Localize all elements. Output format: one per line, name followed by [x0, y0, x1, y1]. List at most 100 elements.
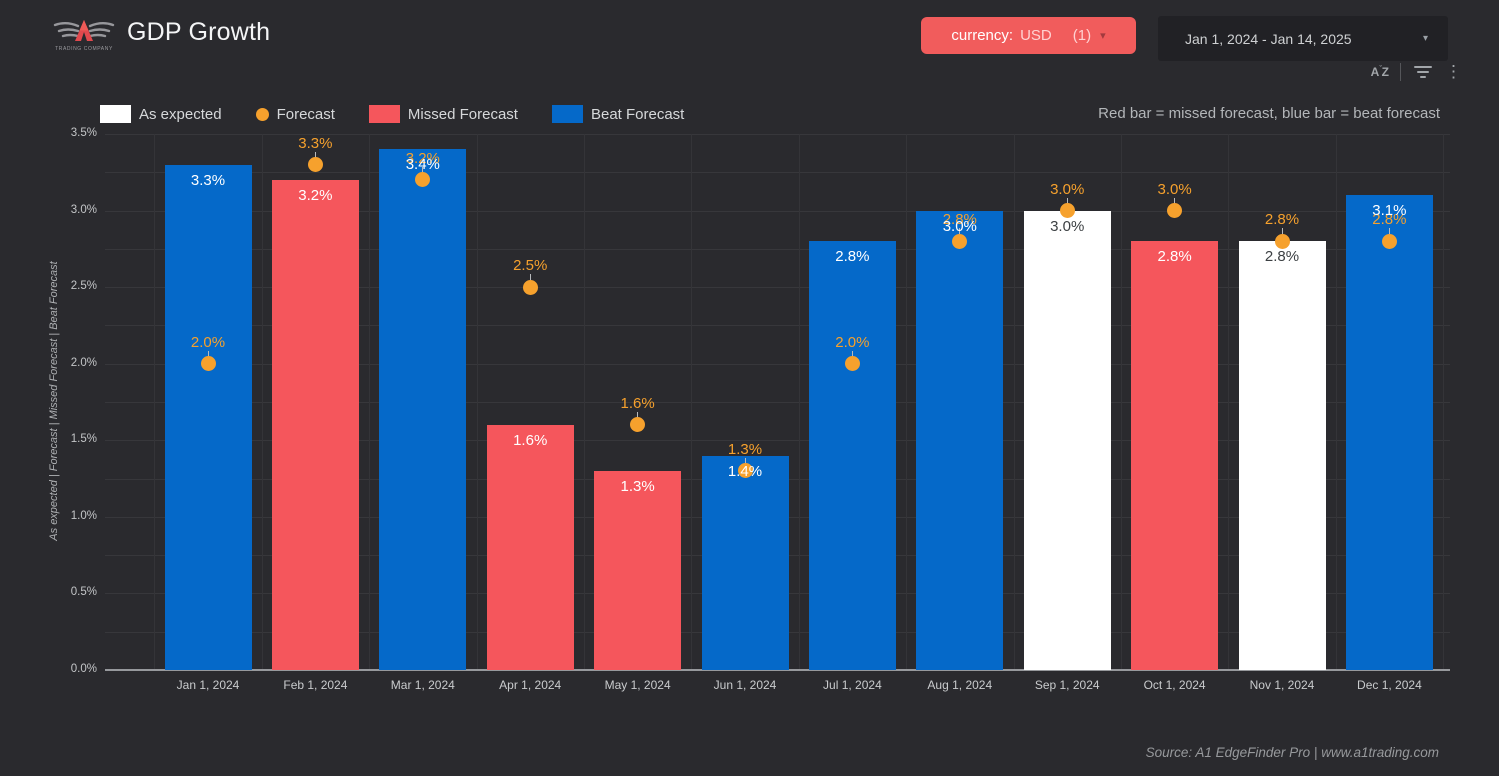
- gridline-vertical: [691, 134, 693, 670]
- gridline-horizontal: [105, 134, 1450, 135]
- currency-button-value: USD: [1020, 27, 1052, 44]
- bar-value-label: 1.4%: [727, 462, 763, 480]
- currency-button-count: (1): [1072, 27, 1092, 44]
- bar-value-label: 2.8%: [1157, 248, 1192, 266]
- forecast-dot-may-1-2024[interactable]: [630, 417, 646, 433]
- bar-aug-1-2024[interactable]: [916, 210, 1004, 670]
- bar-nov-1-2024[interactable]: [1238, 241, 1326, 670]
- bar-dec-1-2024[interactable]: [1345, 195, 1433, 670]
- forecast-value-label: 2.8%: [1372, 211, 1407, 229]
- gridline-vertical: [798, 134, 800, 670]
- bar-sep-1-2024[interactable]: [1023, 210, 1111, 670]
- bar-may-1-2024[interactable]: [594, 470, 682, 670]
- forecast-dot-nov-1-2024[interactable]: [1274, 233, 1290, 249]
- bar-value-label: 3.0%: [1050, 217, 1085, 235]
- forecast-value-label: 2.0%: [835, 333, 870, 351]
- bar-jul-1-2024[interactable]: [808, 241, 896, 670]
- gridline-vertical: [1013, 134, 1015, 670]
- toolbar-divider: [1400, 63, 1401, 81]
- forecast-leader-line: [207, 350, 209, 357]
- forecast-dot-oct-1-2024[interactable]: [1167, 203, 1183, 219]
- forecast-dot-mar-1-2024[interactable]: [415, 172, 431, 188]
- bar-value-label: 3.4%: [405, 156, 440, 174]
- as-expected-swatch-icon: [100, 105, 131, 123]
- gridline-horizontal: [105, 172, 1450, 174]
- gridline-horizontal: [105, 402, 1450, 403]
- date-range-picker[interactable]: Jan 1, 2024 - Jan 14, 2025 ▾: [1158, 16, 1448, 61]
- legend-label: Missed Forecast: [407, 105, 518, 123]
- filter-icon[interactable]: [1412, 64, 1434, 80]
- bar-apr-1-2024[interactable]: [486, 424, 574, 670]
- bar-value-label: 3.1%: [1372, 202, 1407, 220]
- bar-value-label: 3.0%: [942, 217, 977, 235]
- x-axis-tick-label: Apr 1, 2024: [499, 678, 562, 692]
- gridline-vertical: [1228, 134, 1230, 670]
- y-axis-tick-label: 3.0%: [70, 203, 97, 216]
- chart-toolbar: AˇZ ⋮: [1371, 62, 1462, 82]
- x-axis-tick-label: May 1, 2024: [604, 678, 671, 692]
- y-axis-tick-label: 0.5%: [70, 586, 97, 599]
- currency-button[interactable]: currency: USD (1) ▾: [921, 17, 1136, 54]
- bar-mar-1-2024[interactable]: [379, 149, 467, 670]
- bar-oct-1-2024[interactable]: [1131, 241, 1219, 670]
- forecast-dot-sep-1-2024[interactable]: [1059, 203, 1075, 219]
- legend-item-missed-forecast[interactable]: Missed Forecast: [368, 105, 518, 123]
- forecast-dot-jan-1-2024[interactable]: [200, 356, 216, 372]
- logo-subtext: TRADING COMPANY: [55, 46, 113, 52]
- forecast-value-label: 3.3%: [298, 134, 333, 152]
- forecast-value-label: 3.0%: [1157, 180, 1192, 198]
- forecast-dot-aug-1-2024[interactable]: [952, 233, 968, 249]
- bar-value-label: 2.8%: [1264, 248, 1300, 266]
- bar-feb-1-2024[interactable]: [271, 179, 359, 670]
- more-vertical-icon[interactable]: ⋮: [1445, 62, 1462, 81]
- forecast-dot-icon: [255, 107, 269, 121]
- bar-jan-1-2024[interactable]: [164, 164, 252, 670]
- y-axis-tick-label: 1.5%: [70, 433, 97, 446]
- forecast-leader-line: [744, 457, 746, 464]
- y-axis-tick-label: 0.0%: [70, 663, 97, 675]
- x-axis-tick-label: Mar 1, 2024: [390, 678, 455, 692]
- a1-logo: TRADING COMPANY: [52, 19, 116, 52]
- gridline-vertical: [1335, 134, 1337, 670]
- bar-jun-1-2024[interactable]: [701, 455, 789, 670]
- y-axis-title: As expected | Forecast | Missed Forecast…: [48, 261, 60, 541]
- x-axis-tick-label: Sep 1, 2024: [1034, 678, 1100, 692]
- forecast-dot-jul-1-2024[interactable]: [844, 356, 860, 372]
- forecast-dot-jun-1-2024[interactable]: [737, 463, 753, 479]
- chevron-down-icon: ▾: [1422, 33, 1428, 44]
- chart-legend: As expected Forecast Missed Forecast Bea…: [100, 105, 684, 123]
- forecast-leader-line: [314, 151, 316, 158]
- x-axis-tick-label: Jan 1, 2024: [176, 678, 240, 692]
- gridline-vertical: [154, 134, 156, 670]
- sort-az-icon[interactable]: AˇZ: [1370, 65, 1389, 79]
- x-axis-tick-label: Feb 1, 2024: [283, 678, 348, 692]
- y-axis-tick-label: 3.5%: [70, 127, 97, 139]
- forecast-value-label: 3.2%: [405, 149, 440, 167]
- gridline-vertical: [583, 134, 585, 670]
- source-attribution: Source: A1 EdgeFinder Pro | www.a1tradin…: [1145, 745, 1439, 760]
- forecast-dot-dec-1-2024[interactable]: [1381, 233, 1397, 249]
- legend-item-beat-forecast[interactable]: Beat Forecast: [551, 105, 684, 123]
- gridline-vertical: [906, 134, 908, 670]
- chart-plot-area: 0.0% 0.5% 1.0% 1.5% 2.0% 2.5% 3.0% 3.5% Jan 1, 2…: [71, 127, 1450, 692]
- currency-button-label: currency:: [951, 27, 1014, 44]
- gridline-horizontal: [105, 325, 1450, 327]
- x-axis-line: [105, 669, 1450, 671]
- page-title: GDP Growth: [127, 18, 271, 46]
- forecast-leader-line: [1388, 228, 1390, 235]
- forecast-leader-line: [529, 274, 531, 281]
- x-axis-tick-label: Nov 1, 2024: [1249, 678, 1315, 692]
- x-axis-tick-label: Jul 1, 2024: [823, 678, 882, 692]
- bar-value-label: 2.8%: [835, 248, 870, 266]
- gridline-vertical: [476, 134, 478, 670]
- legend-item-as-expected[interactable]: As expected: [100, 105, 222, 123]
- forecast-dot-feb-1-2024[interactable]: [307, 157, 323, 173]
- legend-item-forecast[interactable]: Forecast: [255, 105, 335, 123]
- gridline-vertical: [1120, 134, 1122, 670]
- gridline-horizontal: [105, 248, 1450, 250]
- chart-note: Red bar = missed forecast, blue bar = be…: [1098, 105, 1440, 122]
- y-axis-tick-label: 2.0%: [70, 356, 97, 369]
- legend-label: Forecast: [276, 105, 335, 123]
- y-axis-tick-label: 2.5%: [70, 280, 97, 293]
- forecast-dot-apr-1-2024[interactable]: [522, 279, 538, 295]
